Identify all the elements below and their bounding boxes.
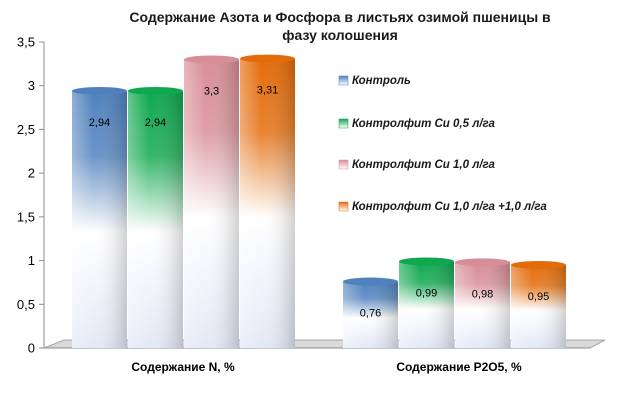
bar-top <box>343 277 398 286</box>
bar-top <box>72 86 127 95</box>
bar-shading <box>240 58 295 349</box>
bar-shading <box>128 90 183 349</box>
bar-top <box>240 54 295 63</box>
category-label: Содержание P2O5, % <box>396 360 522 374</box>
bar <box>184 55 239 348</box>
bar <box>343 277 398 348</box>
bar-shading <box>399 261 454 348</box>
y-tick-label: 3,5 <box>17 35 35 50</box>
y-tick-label: 1 <box>28 253 35 268</box>
y-tick-label: 2,5 <box>17 122 35 137</box>
legend-label: Контроль <box>352 75 411 87</box>
bar-shading <box>343 281 398 348</box>
legend-item: Контролфит Cu 0,5 л/га <box>338 118 496 130</box>
bar-shading <box>511 264 566 348</box>
data-label: 2,94 <box>145 117 166 129</box>
legend-swatch <box>338 201 349 212</box>
y-tick-label: 0 <box>28 341 35 356</box>
y-tick-label: 3 <box>28 78 35 93</box>
bar-shading <box>184 59 239 348</box>
data-label: 0,99 <box>416 287 437 299</box>
bar <box>240 54 295 349</box>
y-axis: 0 0,5 1 1,5 2 2,5 3 3,5 <box>17 35 45 356</box>
data-label: 3,3 <box>204 85 219 97</box>
bar-top <box>511 260 566 269</box>
chart-title-line-2: фазу колошения <box>282 27 397 43</box>
legend-label: Контролфит Cu 1,0 л/га <box>352 159 496 171</box>
bar-shading <box>455 262 510 348</box>
legend-swatch <box>338 159 349 170</box>
legend-label: Контролфит Cu 0,5 л/га <box>352 118 496 130</box>
legend-swatch <box>338 75 349 86</box>
bar-top <box>184 55 239 64</box>
legend-label: Контролфит Cu 1,0 л/га +1,0 л/га <box>352 201 547 213</box>
data-label: 0,98 <box>472 288 493 300</box>
data-label: 2,94 <box>89 117 110 129</box>
bar-top <box>399 257 454 266</box>
category-label: Содержание N, % <box>131 360 235 374</box>
legend-swatch <box>338 118 349 129</box>
data-label: 0,76 <box>360 308 381 320</box>
data-labels: 2,94 2,94 3,3 3,31 0,76 0,99 0,98 0,95 <box>89 85 549 320</box>
data-label: 0,95 <box>528 291 549 303</box>
legend-item: Контролфит Cu 1,0 л/га +1,0 л/га <box>338 201 547 213</box>
category-labels: Содержание N, % Содержание P2O5, % <box>131 360 522 374</box>
legend-item: Контролфит Cu 1,0 л/га <box>338 159 496 171</box>
chart-title: Содержание Азота и Фосфора в листьях ози… <box>129 9 551 43</box>
bar <box>511 260 566 348</box>
y-tick-label: 2 <box>28 166 35 181</box>
chart-title-line-1: Содержание Азота и Фосфора в листьях ози… <box>129 9 551 25</box>
y-tick-label: 0,5 <box>17 297 35 312</box>
bar <box>455 258 510 348</box>
y-tick-label: 1,5 <box>17 209 35 224</box>
bar-shading <box>72 90 127 349</box>
bar-top <box>455 258 510 267</box>
legend: Контроль Контролфит Cu 0,5 л/га Контролфит… <box>338 75 547 213</box>
data-label: 3,31 <box>257 85 278 97</box>
bar <box>72 86 127 349</box>
bar-top <box>128 86 183 95</box>
bar <box>128 86 183 349</box>
bars <box>72 54 566 349</box>
legend-item: Контроль <box>338 75 411 87</box>
bar <box>399 257 454 348</box>
